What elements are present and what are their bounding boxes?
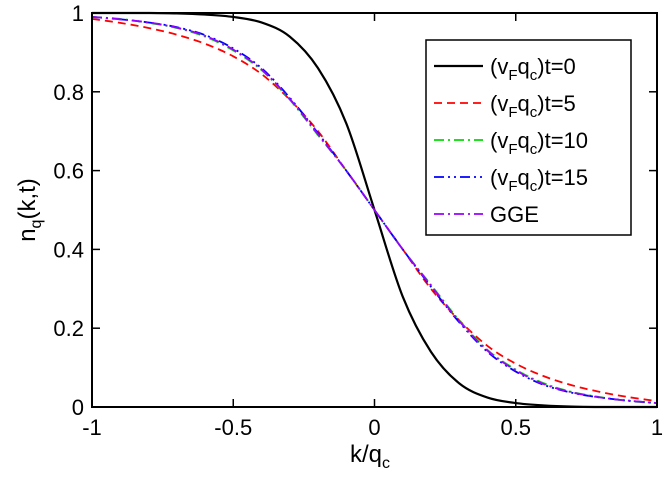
legend-label-3: (vFqc)t=15 <box>490 165 588 195</box>
x-tick-label-3: 0.5 <box>500 415 531 440</box>
legend-entry-1: (vFqc)t=5 <box>434 91 576 121</box>
y-axis-label: nq(k,t) <box>14 178 45 242</box>
y-tick-label-2: 0.4 <box>53 237 84 262</box>
y-axis-label-main: n <box>14 228 41 241</box>
x-tick-label-1: -0.5 <box>214 415 252 440</box>
legend: (vFqc)t=0 (vFqc)t=5 (vFqc)t=10 (vFqc)t=15 GG… <box>425 39 632 236</box>
legend-entry-2: (vFqc)t=10 <box>434 128 588 158</box>
series-line-4 <box>91 16 658 404</box>
y-axis-label-sub: q <box>28 220 45 229</box>
y-tick-label-0: 0 <box>72 395 84 420</box>
legend-entry-4: GGE <box>434 202 539 227</box>
y-tick-label-3: 0.6 <box>53 159 84 184</box>
x-tick-label-0: -1 <box>82 415 102 440</box>
x-axis-label: k/qc <box>350 441 390 472</box>
legend-label-1: (vFqc)t=5 <box>490 91 576 121</box>
y-axis-label-rest: (k,t) <box>14 178 41 219</box>
x-axis-label-main: k/q <box>350 441 382 468</box>
y-tick-label-5: 1 <box>72 1 84 26</box>
legend-entries: (vFqc)t=0 (vFqc)t=5 (vFqc)t=10 (vFqc)t=15 GG… <box>434 54 588 227</box>
x-tick-label-2: 0 <box>368 415 380 440</box>
legend-box <box>425 39 632 236</box>
x-axis-label-sub: c <box>382 455 390 472</box>
y-tick-label-1: 0.2 <box>53 316 84 341</box>
legend-entry-3: (vFqc)t=15 <box>434 165 588 195</box>
y-tick-label-4: 0.8 <box>53 80 84 105</box>
legend-label-4: GGE <box>490 202 539 227</box>
axis-ticks: -1 -0.5 0 0.5 1 0 0.2 0.4 0.6 0.8 1 <box>53 1 663 440</box>
legend-label-0: (vFqc)t=0 <box>490 54 576 84</box>
legend-label-2: (vFqc)t=10 <box>490 128 588 158</box>
legend-entry-0: (vFqc)t=0 <box>434 54 576 84</box>
x-tick-label-4: 1 <box>651 415 663 440</box>
